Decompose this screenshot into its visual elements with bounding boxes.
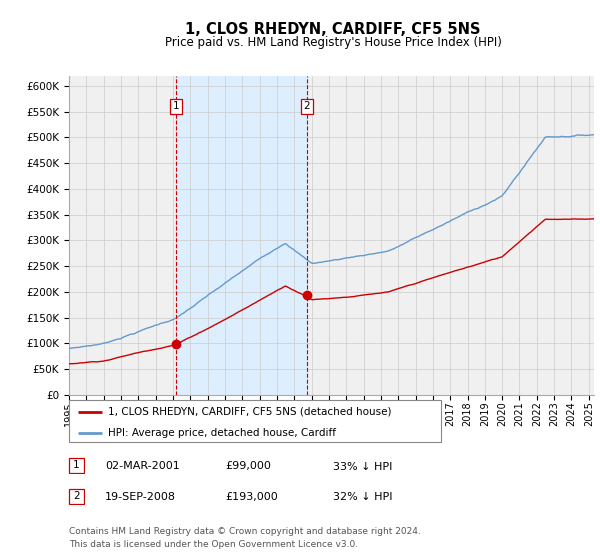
Text: 19-SEP-2008: 19-SEP-2008	[105, 492, 176, 502]
Text: £99,000: £99,000	[225, 461, 271, 472]
FancyBboxPatch shape	[68, 488, 84, 504]
Text: 1: 1	[173, 101, 179, 111]
Text: 32% ↓ HPI: 32% ↓ HPI	[333, 492, 392, 502]
Text: Contains HM Land Registry data © Crown copyright and database right 2024.: Contains HM Land Registry data © Crown c…	[69, 527, 421, 536]
Text: Price paid vs. HM Land Registry's House Price Index (HPI): Price paid vs. HM Land Registry's House …	[164, 36, 502, 49]
Text: 2: 2	[304, 101, 310, 111]
Text: 33% ↓ HPI: 33% ↓ HPI	[333, 461, 392, 472]
Text: HPI: Average price, detached house, Cardiff: HPI: Average price, detached house, Card…	[108, 428, 336, 438]
FancyBboxPatch shape	[68, 458, 84, 473]
FancyBboxPatch shape	[69, 400, 441, 442]
Text: 02-MAR-2001: 02-MAR-2001	[105, 461, 180, 472]
Text: This data is licensed under the Open Government Licence v3.0.: This data is licensed under the Open Gov…	[69, 540, 358, 549]
Text: £193,000: £193,000	[225, 492, 278, 502]
Text: 2: 2	[73, 491, 80, 501]
Text: 1: 1	[73, 460, 80, 470]
Text: 1, CLOS RHEDYN, CARDIFF, CF5 5NS (detached house): 1, CLOS RHEDYN, CARDIFF, CF5 5NS (detach…	[108, 407, 392, 417]
Text: 1, CLOS RHEDYN, CARDIFF, CF5 5NS: 1, CLOS RHEDYN, CARDIFF, CF5 5NS	[185, 22, 481, 38]
Bar	[176, 76, 307, 395]
